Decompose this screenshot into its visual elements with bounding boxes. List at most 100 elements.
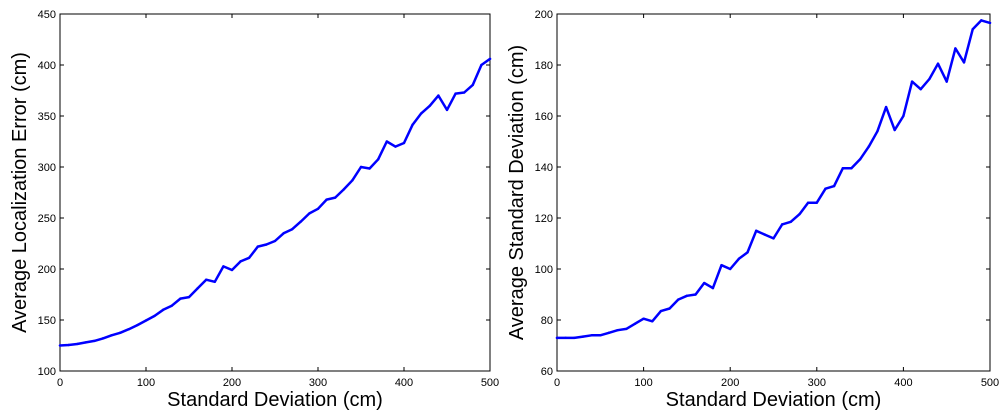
data-point — [110, 334, 113, 337]
data-point — [273, 239, 277, 243]
data-point — [119, 331, 122, 334]
data-point — [910, 80, 914, 83]
y-tick-label: 450 — [38, 9, 56, 21]
data-point — [685, 294, 689, 297]
y-tick-label: 160 — [535, 111, 553, 123]
data-point — [351, 179, 354, 182]
data-point — [144, 319, 148, 322]
y-tick-label: 100 — [535, 264, 553, 276]
x-tick-label: 0 — [57, 377, 63, 389]
x-axis-label: Standard Deviation (cm) — [666, 389, 882, 411]
x-tick-label: 500 — [981, 377, 999, 389]
data-point — [437, 94, 440, 97]
data-point — [67, 343, 70, 347]
x-tick-label: 300 — [309, 377, 327, 389]
data-point — [936, 62, 940, 65]
data-point — [555, 336, 559, 340]
data-point — [902, 114, 905, 118]
data-point — [988, 21, 992, 25]
data-point — [928, 77, 931, 81]
y-tick-label: 120 — [535, 213, 553, 225]
data-point — [971, 28, 974, 31]
data-point — [729, 267, 732, 271]
chart-panel-left: 0 100 200 300 400 500100150200250300350400450… — [9, 9, 499, 411]
data-point — [454, 92, 457, 95]
data-point — [170, 304, 173, 307]
y-tick-label: 200 — [535, 9, 553, 21]
data-point — [368, 167, 371, 170]
data-point — [342, 188, 345, 191]
data-point — [222, 265, 225, 268]
data-point — [299, 220, 302, 223]
data-point — [754, 229, 758, 232]
data-point — [599, 334, 602, 337]
y-tick-label: 250 — [38, 213, 56, 225]
data-point — [93, 339, 96, 343]
data-point — [205, 278, 208, 281]
data-point — [858, 158, 862, 161]
data-point — [962, 61, 966, 64]
data-point — [954, 47, 957, 50]
data-point — [772, 237, 775, 240]
x-tick-label: 300 — [808, 377, 826, 389]
data-point — [239, 260, 242, 263]
y-axis-label: Average Standard Deviation (cm) — [506, 45, 528, 340]
data-point — [411, 123, 414, 126]
data-point — [471, 83, 474, 87]
data-point — [945, 80, 948, 83]
data-point — [642, 317, 645, 320]
y-tick-label: 200 — [38, 264, 56, 276]
data-point — [394, 145, 397, 148]
data-point — [316, 207, 320, 211]
data-point — [841, 167, 844, 170]
data-point — [385, 140, 388, 143]
data-point — [581, 335, 585, 338]
data-point — [187, 295, 191, 299]
plot-area-frame — [556, 13, 991, 372]
data-point — [677, 298, 680, 301]
data-point — [824, 187, 827, 190]
data-point — [127, 327, 130, 331]
data-point — [488, 57, 492, 61]
data-point — [798, 212, 801, 216]
data-point — [806, 201, 810, 204]
data-point — [867, 145, 870, 148]
x-tick-label: 100 — [634, 377, 652, 389]
data-point — [136, 323, 139, 327]
data-point — [651, 320, 654, 323]
data-point — [265, 243, 268, 246]
y-tick-label: 150 — [38, 315, 56, 327]
data-point — [58, 344, 62, 347]
data-point — [815, 201, 818, 204]
data-point — [633, 322, 637, 326]
y-tick-label: 60 — [541, 366, 553, 378]
data-point — [850, 167, 853, 170]
data-point — [420, 112, 423, 115]
y-tick-label: 350 — [38, 111, 56, 123]
data-point — [893, 128, 896, 132]
x-tick-label: 200 — [223, 377, 241, 389]
data-point — [256, 245, 259, 248]
data-point — [573, 336, 576, 340]
y-tick-label: 400 — [38, 60, 56, 72]
data-point — [463, 91, 466, 94]
data-point — [590, 334, 593, 337]
x-tick-label: 0 — [554, 377, 560, 389]
data-point — [445, 108, 449, 112]
data-point — [703, 281, 706, 285]
data-point — [76, 342, 79, 346]
data-point — [377, 158, 380, 161]
data-point — [291, 228, 294, 231]
data-point — [659, 309, 663, 313]
y-tick-label: 100 — [38, 366, 56, 378]
data-point — [308, 212, 311, 215]
data-point — [153, 314, 156, 318]
data-point — [248, 256, 251, 259]
data-point — [179, 297, 182, 300]
x-tick-label: 400 — [395, 377, 413, 389]
data-point — [334, 196, 337, 199]
data-point — [876, 130, 879, 133]
data-point — [359, 165, 363, 169]
data-point — [282, 232, 285, 235]
